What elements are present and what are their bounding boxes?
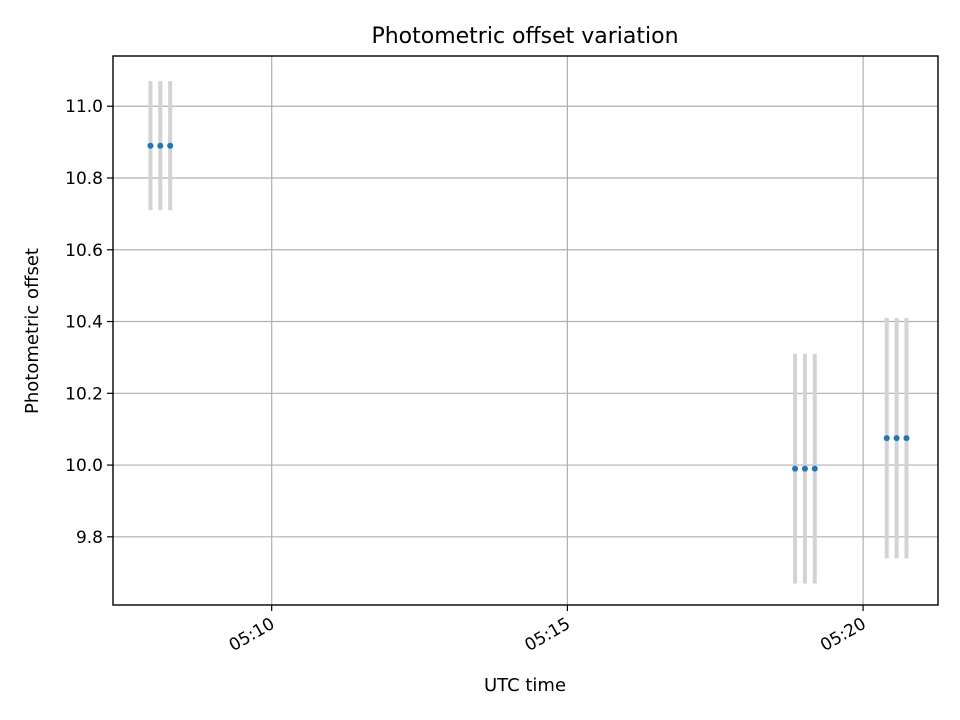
data-point — [167, 142, 174, 149]
x-tick-label: 05:15 — [521, 614, 573, 656]
axis-ticks: 05:10 05:15 05:20 9.8 10.0 10.2 10.4 10.6 10.8 11… — [65, 97, 869, 656]
data-point — [792, 465, 799, 472]
data-point — [147, 142, 154, 149]
data-point — [883, 435, 890, 442]
y-tick-label: 10.6 — [65, 241, 103, 261]
data-point — [811, 465, 818, 472]
y-tick-label: 11.0 — [65, 97, 103, 117]
y-tick-label: 10.8 — [65, 169, 103, 189]
plot-frame — [112, 55, 939, 606]
data-point — [157, 142, 164, 149]
y-tick-label: 10.0 — [65, 456, 103, 476]
data-point — [903, 435, 910, 442]
data-points — [147, 142, 910, 472]
chart-title: Photometric offset variation — [371, 24, 678, 49]
y-tick-label: 10.2 — [65, 384, 103, 404]
x-axis-label: UTC time — [484, 675, 566, 696]
grid — [113, 56, 938, 605]
x-tick-label: 05:10 — [226, 614, 278, 656]
data-point — [893, 435, 900, 442]
y-tick-label: 10.4 — [65, 313, 103, 333]
data-point — [801, 465, 808, 472]
error-bars — [148, 81, 909, 584]
y-axis-label: Photometric offset — [22, 248, 43, 414]
y-tick-label: 9.8 — [76, 528, 103, 548]
x-tick-label: 05:20 — [817, 614, 869, 656]
